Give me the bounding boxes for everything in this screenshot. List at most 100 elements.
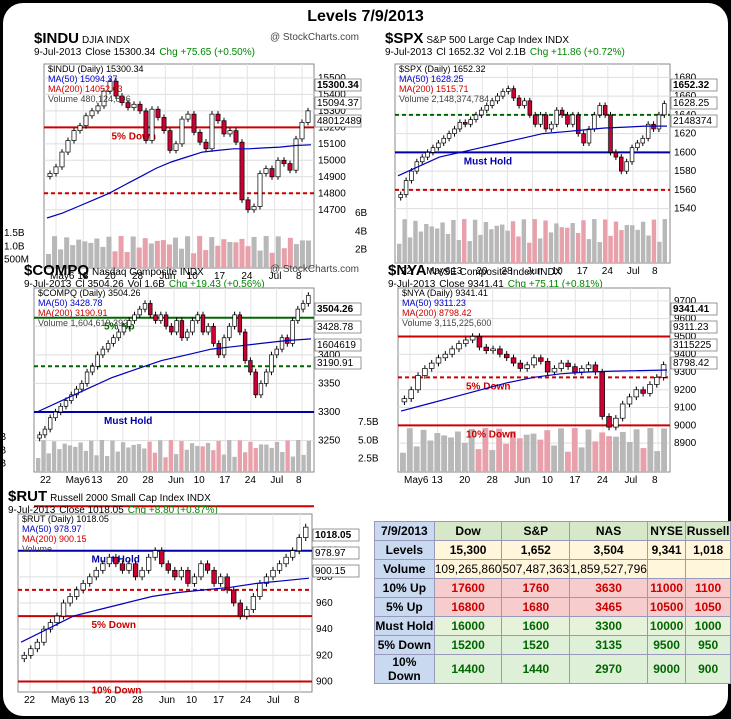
x-tick-label: Jun [514, 475, 530, 486]
candle-body [237, 314, 243, 333]
y-tick-label: 900 [316, 676, 333, 687]
last-value-label: 3428.78 [314, 320, 362, 334]
symbol-text: $SPX [385, 30, 424, 47]
volume-bar [73, 446, 78, 472]
candle-body [606, 416, 612, 428]
volume-bar [191, 253, 197, 268]
quote-close: Close 15300.34 [85, 47, 156, 58]
candle-body [132, 314, 137, 321]
volume-bar [445, 233, 451, 263]
volume-bar [624, 225, 630, 263]
candle-body [269, 168, 275, 178]
legend-ma50: MA(50) 1628.25 [399, 74, 464, 84]
x-tick-label: Jul [624, 475, 637, 486]
candle-body [469, 336, 476, 341]
volume-bar [296, 440, 301, 472]
volume-bar [646, 235, 651, 263]
volume-bar [120, 442, 126, 472]
candle-body [54, 615, 60, 623]
candle-body [549, 123, 554, 130]
candle-body [95, 354, 100, 367]
svg-text:1604619: 1604619 [317, 340, 356, 351]
table-cell: 1,018 [685, 540, 731, 560]
candle-body [468, 119, 473, 125]
quote-change: Chg +19.43 (+0.56%) [168, 279, 265, 290]
table-header-row: 7/9/2013 Dow S&P NAS NYSE Russell [374, 521, 731, 541]
y-tick-label: 3250 [318, 436, 341, 447]
chart-panel-compq: $COMPQ Nasdaq Composite INDX @ StockCharts… [0, 262, 369, 508]
level-label: 5% Down [466, 381, 510, 392]
page-title: Levels 7/9/2013 [307, 8, 424, 25]
volume-bar [248, 441, 253, 472]
level-label: 10% Down [466, 429, 516, 440]
volume-tick-label: 1.5B [4, 228, 25, 239]
x-tick-label: 28 [487, 475, 499, 486]
candle-body [306, 295, 311, 304]
candle-body [602, 105, 608, 116]
quote-line: 9-Jul-2013 Close 9341.41 Chg +75.11 (+0.81… [388, 279, 607, 290]
candle-body [456, 343, 462, 350]
candle-body [270, 569, 276, 578]
volume-bar [299, 240, 305, 268]
x-tick-label: Jul [627, 266, 640, 277]
ma50-line [36, 338, 312, 413]
candle-body [119, 95, 125, 103]
index-name: Russell 2000 Small Cap Index INDX [50, 493, 211, 504]
volume-bar [142, 448, 147, 472]
candle-body [633, 389, 640, 398]
y-tick-label: 1540 [674, 204, 697, 215]
x-tick-label: 20 [117, 475, 129, 486]
volume-bar [424, 223, 429, 263]
volume-bar [397, 243, 402, 263]
volume-bar [434, 432, 441, 472]
volume-tick-label: 2.5B [358, 454, 379, 465]
row-label: Must Hold [374, 616, 435, 636]
x-tick-label: 13 [451, 266, 463, 277]
chart-symbol: $INDU DJIA INDX [34, 30, 130, 47]
volume-bar [516, 438, 523, 472]
candle-body [592, 364, 599, 373]
x-tick-label: Jul [267, 695, 280, 706]
y-tick-label: 1620 [674, 129, 697, 140]
candle-body [125, 102, 131, 108]
volume-bar [448, 437, 454, 472]
volume-bar [100, 246, 106, 268]
legend-main: $INDU (Daily) 15300.34 [48, 64, 144, 74]
volume-bar [227, 241, 233, 268]
candle-body [145, 556, 152, 571]
volume-bar [46, 254, 52, 268]
volume-bar [558, 428, 564, 472]
symbol-text: $INDU [34, 30, 80, 47]
volume-bar [239, 238, 245, 268]
candle-body [629, 147, 635, 163]
x-tick-label: 10 [552, 266, 564, 277]
y-tick-label: 15400 [318, 89, 346, 100]
candle-body [543, 114, 549, 130]
volume-bar [130, 236, 136, 268]
candle-body [142, 303, 148, 310]
last-value-label: 9341.41 [670, 302, 718, 316]
volume-bar [200, 446, 205, 472]
chart-svg: 900920940960980100022May6132028Jun101724… [17, 513, 360, 706]
candle-body [239, 141, 245, 201]
x-tick-label: 20 [459, 475, 471, 486]
candle-body [408, 389, 414, 400]
x-tick-label: 8 [652, 266, 658, 277]
table-cell: 3465 [569, 597, 648, 617]
y-tick-label: 15500 [318, 73, 346, 84]
symbol-text: $RUT [8, 488, 48, 505]
candle-body [127, 320, 132, 327]
candle-body [522, 100, 527, 106]
volume-bar [475, 449, 482, 472]
candle-body [281, 159, 287, 164]
volume-bar [575, 233, 581, 263]
legend-ma200: MA(200) 3190.91 [38, 308, 108, 318]
candle-body [216, 343, 221, 356]
x-tick-label: 10 [194, 475, 206, 486]
table-cell: 16000 [433, 616, 503, 636]
legend-ma50: MA(50) 15094.37 [48, 74, 118, 84]
volume-bar [532, 219, 537, 263]
level-label: Must Hold [464, 156, 512, 167]
volume-bar [158, 440, 163, 472]
candle-body [597, 105, 602, 116]
